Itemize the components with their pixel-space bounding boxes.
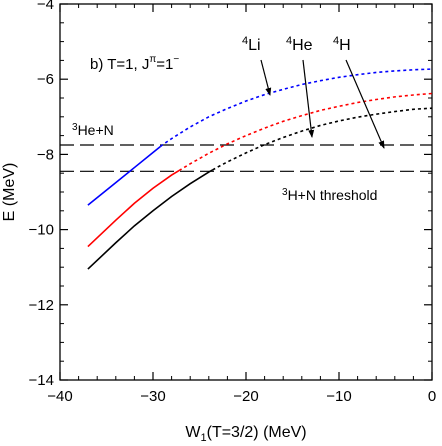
panel-label: b) T=1, Jπ=1− [90,54,179,73]
ticks-group: −40 −30 −20 −10 0−14−12−10−8−6−4 [29,0,437,405]
y-axis-title: E (MeV) [1,163,18,222]
series-label-h4-rest: H [339,37,351,54]
x-axis-title: W1(T=3/2) (MeV) [185,424,306,444]
series-label-h4: 4H [333,35,351,54]
series-label-he4: 4He [286,35,313,54]
threshold-lines [60,144,432,172]
x-axis-title-rest: (T=3/2) (MeV) [207,424,307,441]
x-tick-label: −20 [233,388,258,405]
threshold-label-he3-sup: 3 [72,122,78,133]
series-dotted-2 [212,107,433,171]
series-arrow-he4 [302,59,315,138]
threshold-label-he3: 3He+N [72,122,114,138]
panel-label-prefix: b) T=1, J [90,56,149,73]
x-tick-label: −30 [140,388,165,405]
series-arrow-li4 [260,59,272,96]
x-tick-label: −10 [326,388,351,405]
threshold-label-he3-rest: He+N [78,122,114,138]
y-tick-label: −12 [29,297,54,314]
panel-label-suffix: =1 [156,56,173,73]
y-tick-label: −14 [29,372,54,389]
series-solid-1 [87,169,180,248]
y-tick-label: −4 [37,0,54,13]
series-label-li4: 4Li [242,35,261,54]
series-group [87,68,433,270]
x-tick-label: −40 [47,388,72,405]
panel-label-sup: π [149,54,156,65]
series-label-h4-sup: 4 [333,35,339,47]
x-tick-label: 0 [428,388,436,405]
series-label-he4-rest: He [292,37,313,54]
series-solid-0 [87,145,161,206]
series-solid-2 [87,169,213,270]
threshold-label-h3-sup: 3 [282,187,288,198]
series-label-he4-sup: 4 [286,35,292,47]
y-tick-label: −6 [37,71,54,88]
x-axis-title-main: W [185,424,201,441]
y-tick-label: −10 [29,222,54,239]
series-label-li4-rest: Li [248,37,260,54]
series-arrow-h4 [345,59,385,149]
series-dotted-1 [178,92,433,172]
series-label-li4-sup: 4 [242,35,248,47]
x-axis-title-sub: 1 [200,432,206,444]
threshold-label-h3: 3H+N threshold [282,187,377,203]
panel-label-sup2: − [173,54,179,65]
y-tick-label: −8 [37,146,54,163]
threshold-label-h3-rest: H+N threshold [288,187,378,203]
series-dotted-0 [159,68,433,148]
